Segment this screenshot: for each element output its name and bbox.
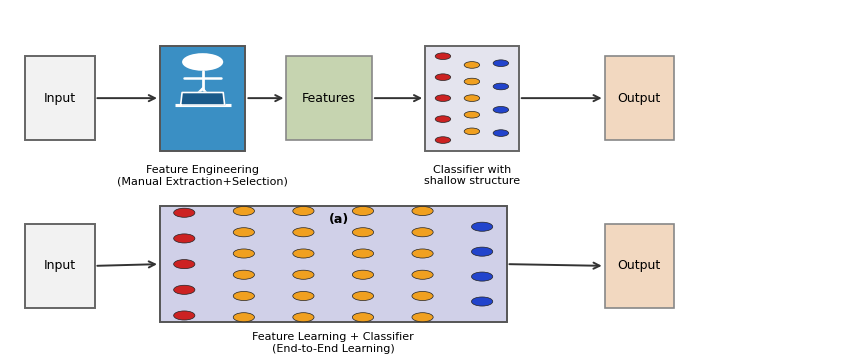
- Circle shape: [233, 270, 254, 279]
- Text: Feature Engineering
(Manual Extraction+Selection): Feature Engineering (Manual Extraction+S…: [117, 165, 288, 186]
- Circle shape: [435, 95, 450, 102]
- Circle shape: [233, 249, 254, 258]
- Circle shape: [464, 111, 479, 118]
- Circle shape: [173, 260, 195, 269]
- Circle shape: [182, 53, 224, 71]
- FancyBboxPatch shape: [26, 56, 94, 140]
- Text: Output: Output: [618, 260, 660, 272]
- Circle shape: [412, 292, 434, 301]
- FancyBboxPatch shape: [604, 56, 674, 140]
- Text: Classifier with
shallow structure: Classifier with shallow structure: [424, 165, 520, 186]
- Circle shape: [464, 78, 479, 85]
- Text: Feature Learning + Classifier
(End-to-End Learning): Feature Learning + Classifier (End-to-En…: [252, 332, 414, 354]
- Text: Output: Output: [618, 92, 660, 104]
- Circle shape: [493, 106, 508, 113]
- Circle shape: [173, 311, 195, 320]
- Circle shape: [464, 128, 479, 135]
- Circle shape: [233, 313, 254, 322]
- Circle shape: [472, 222, 493, 231]
- Text: (a): (a): [329, 213, 349, 226]
- Circle shape: [435, 74, 450, 80]
- Circle shape: [233, 292, 254, 301]
- Circle shape: [292, 206, 314, 215]
- Circle shape: [464, 62, 479, 68]
- FancyBboxPatch shape: [160, 206, 507, 322]
- Circle shape: [412, 270, 434, 279]
- FancyBboxPatch shape: [286, 56, 372, 140]
- Circle shape: [353, 249, 374, 258]
- Circle shape: [353, 228, 374, 237]
- Text: Features: Features: [303, 92, 356, 104]
- Circle shape: [493, 83, 508, 90]
- Circle shape: [435, 53, 450, 60]
- FancyBboxPatch shape: [160, 46, 246, 151]
- Circle shape: [412, 249, 434, 258]
- Circle shape: [173, 285, 195, 294]
- Circle shape: [353, 292, 374, 301]
- Circle shape: [353, 270, 374, 279]
- Circle shape: [353, 206, 374, 215]
- Circle shape: [173, 234, 195, 243]
- Circle shape: [292, 313, 314, 322]
- Circle shape: [435, 137, 450, 143]
- Circle shape: [493, 60, 508, 67]
- Circle shape: [173, 208, 195, 217]
- Circle shape: [292, 249, 314, 258]
- Text: Input: Input: [44, 92, 76, 104]
- FancyBboxPatch shape: [26, 224, 94, 308]
- FancyBboxPatch shape: [604, 224, 674, 308]
- Circle shape: [464, 95, 479, 102]
- Circle shape: [292, 292, 314, 301]
- Circle shape: [233, 228, 254, 237]
- Text: Input: Input: [44, 260, 76, 272]
- Circle shape: [233, 206, 254, 215]
- Circle shape: [472, 272, 493, 281]
- FancyBboxPatch shape: [425, 46, 518, 151]
- Circle shape: [472, 297, 493, 306]
- Polygon shape: [180, 92, 224, 105]
- Circle shape: [292, 270, 314, 279]
- Circle shape: [493, 130, 508, 136]
- Circle shape: [412, 228, 434, 237]
- Circle shape: [412, 206, 434, 215]
- Circle shape: [412, 313, 434, 322]
- Circle shape: [292, 228, 314, 237]
- Circle shape: [472, 247, 493, 256]
- Circle shape: [435, 116, 450, 122]
- Circle shape: [353, 313, 374, 322]
